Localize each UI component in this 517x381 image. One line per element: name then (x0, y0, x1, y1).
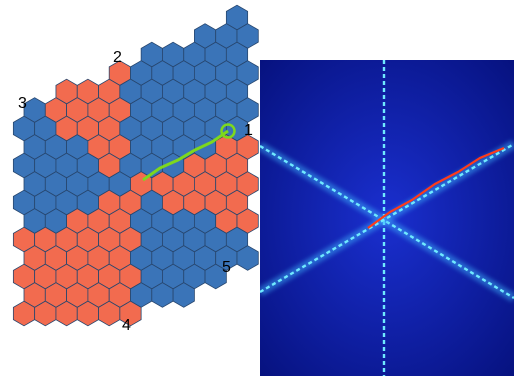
hot-beam (367, 146, 505, 229)
hexagon-tile (236, 245, 259, 271)
label-4: 4 (122, 317, 131, 334)
hexagon-tiles (12, 4, 259, 327)
hexagon-tile (172, 282, 195, 308)
label-2: 2 (113, 49, 122, 66)
label-5: 5 (222, 259, 231, 276)
beam-glow-3 (260, 140, 514, 296)
label-1: 1 (244, 122, 253, 139)
site-1-marker (220, 123, 236, 139)
field-beams (260, 60, 514, 376)
honeycomb-lattice-panel (12, 4, 259, 327)
edge-path-trace (142, 129, 229, 182)
label-3: 3 (18, 95, 27, 112)
hexagon-tile (119, 300, 142, 327)
field-intensity-map (260, 60, 514, 376)
hexagon-tile (204, 263, 227, 290)
